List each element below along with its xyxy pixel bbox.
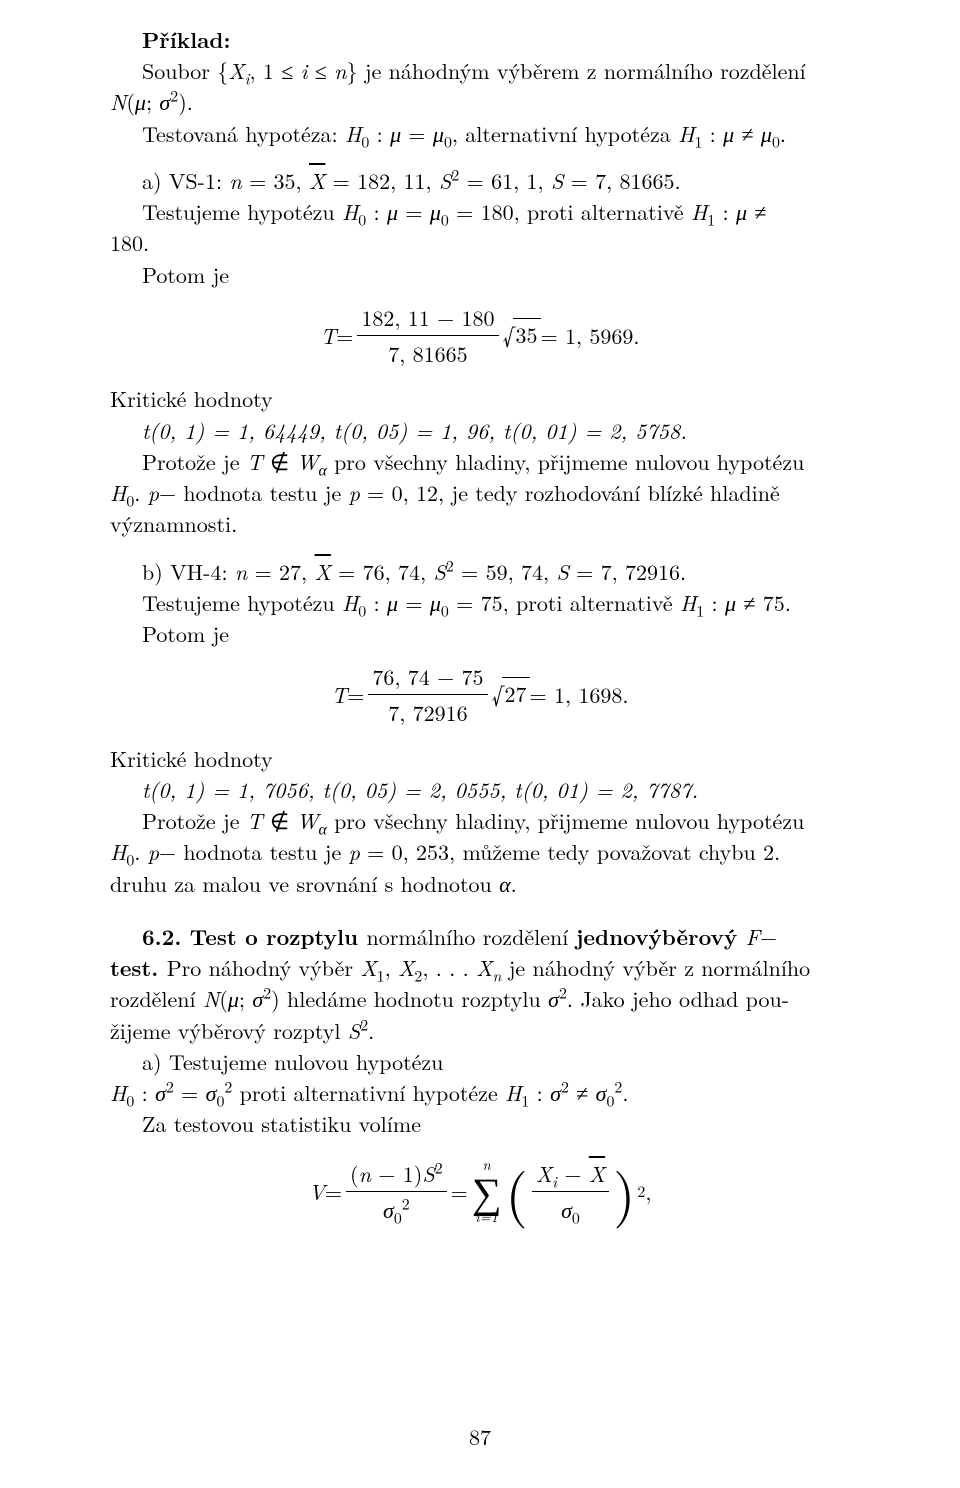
line-protozea: Protože je T ∉ Wα pro všechny hladiny, p…: [110, 446, 850, 477]
line-soubor: Soubor {Xi, 1 ≤ i ≤ n} je náhodným výběr…: [110, 55, 850, 86]
page: Příklad: Soubor {Xi, 1 ≤ i ≤ n} je náhod…: [0, 0, 960, 1488]
line-atest: a) Testujeme nulovou hypotézu: [110, 1046, 850, 1077]
priklad-label: Příklad:: [142, 24, 230, 55]
equation-v: V = (n − 1)S2 σ02 = n ∑ i=1 ( Xi − X σ0 …: [110, 1158, 850, 1225]
line-krit-a: Kritické hodnoty: [110, 383, 850, 414]
sqrt-b: √27: [492, 677, 530, 713]
line-hypothesis: Testovaná hypotéza: H0 : μ = μ0, alterna…: [110, 118, 850, 149]
line-test-h0-b: Testujeme hypotézu H0 : μ = μ0 = 75, pro…: [110, 587, 850, 618]
sqrt-a: √35: [503, 318, 541, 354]
line-tvals-b: t(0, 1) = 1, 7056, t(0, 05) = 2, 0555, t…: [110, 774, 850, 805]
line-h0-p-b: H0. p− hodnota testu je p = 0, 253, může…: [110, 836, 850, 867]
heading-priklad: Příklad:: [110, 24, 850, 55]
fraction-v1: (n − 1)S2 σ02: [346, 1158, 447, 1225]
line-test-h0-a: Testujeme hypotézu H0 : μ = μ0 = 180, pr…: [110, 196, 850, 227]
section-6-2-c: rozdělení N(μ; σ2) hledáme hodnotu rozpt…: [110, 983, 850, 1014]
fraction-a: 182, 11 − 180 7, 81665: [357, 302, 498, 369]
section-6-2: 6.2. Test o rozptylu normálního rozdělen…: [110, 921, 850, 952]
line-tvals-a: t(0, 1) = 1, 64449, t(0, 05) = 1, 96, t(…: [110, 415, 850, 446]
section-6-2-b: test. Pro náhodný výběr X1, X2, . . . Xn…: [110, 952, 850, 983]
fraction-v2: Xi − X σ0: [532, 1158, 609, 1225]
line-protozeb: Protože je T ∉ Wα pro všechny hladiny, p…: [110, 805, 850, 836]
page-number: 87: [0, 1421, 960, 1452]
sum-block: n ∑ i=1: [472, 1158, 502, 1224]
line-zatest: Za testovou statistiku volíme: [110, 1108, 850, 1139]
line-potom-a: Potom je: [110, 259, 850, 290]
equation-t-b: T = 76, 74 − 75 7, 72916 √27 = 1, 1698.: [110, 661, 850, 728]
line-180: 180.: [110, 227, 850, 258]
big-paren: ( Xi − X σ0 ): [506, 1158, 636, 1225]
line-distribution: N(μ; σ2).: [110, 86, 850, 117]
line-h0-p-a: H0. p− hodnota testu je p = 0, 12, je te…: [110, 477, 850, 508]
line-vyznam: významnosti.: [110, 508, 850, 539]
fraction-b: 76, 74 − 75 7, 72916: [368, 661, 487, 728]
line-h0sigma: H0 : σ2 = σ02 proti alternativní hypotéz…: [110, 1077, 850, 1108]
line-b-vh4: b) VH-4: n = 27, X = 76, 74, S2 = 59, 74…: [110, 556, 850, 587]
line-potom-b: Potom je: [110, 618, 850, 649]
line-krit-b: Kritické hodnoty: [110, 743, 850, 774]
equation-t-a: T = 182, 11 − 180 7, 81665 √35 = 1, 5969…: [110, 302, 850, 369]
line-druhu: druhu za malou ve srovnání s hodnotou α.: [110, 868, 850, 899]
section-6-2-d: žijeme výběrový rozptyl S2.: [110, 1015, 850, 1046]
line-a-vs1: a) VS-1: n = 35, X = 182, 11, S2 = 61, 1…: [110, 165, 850, 196]
